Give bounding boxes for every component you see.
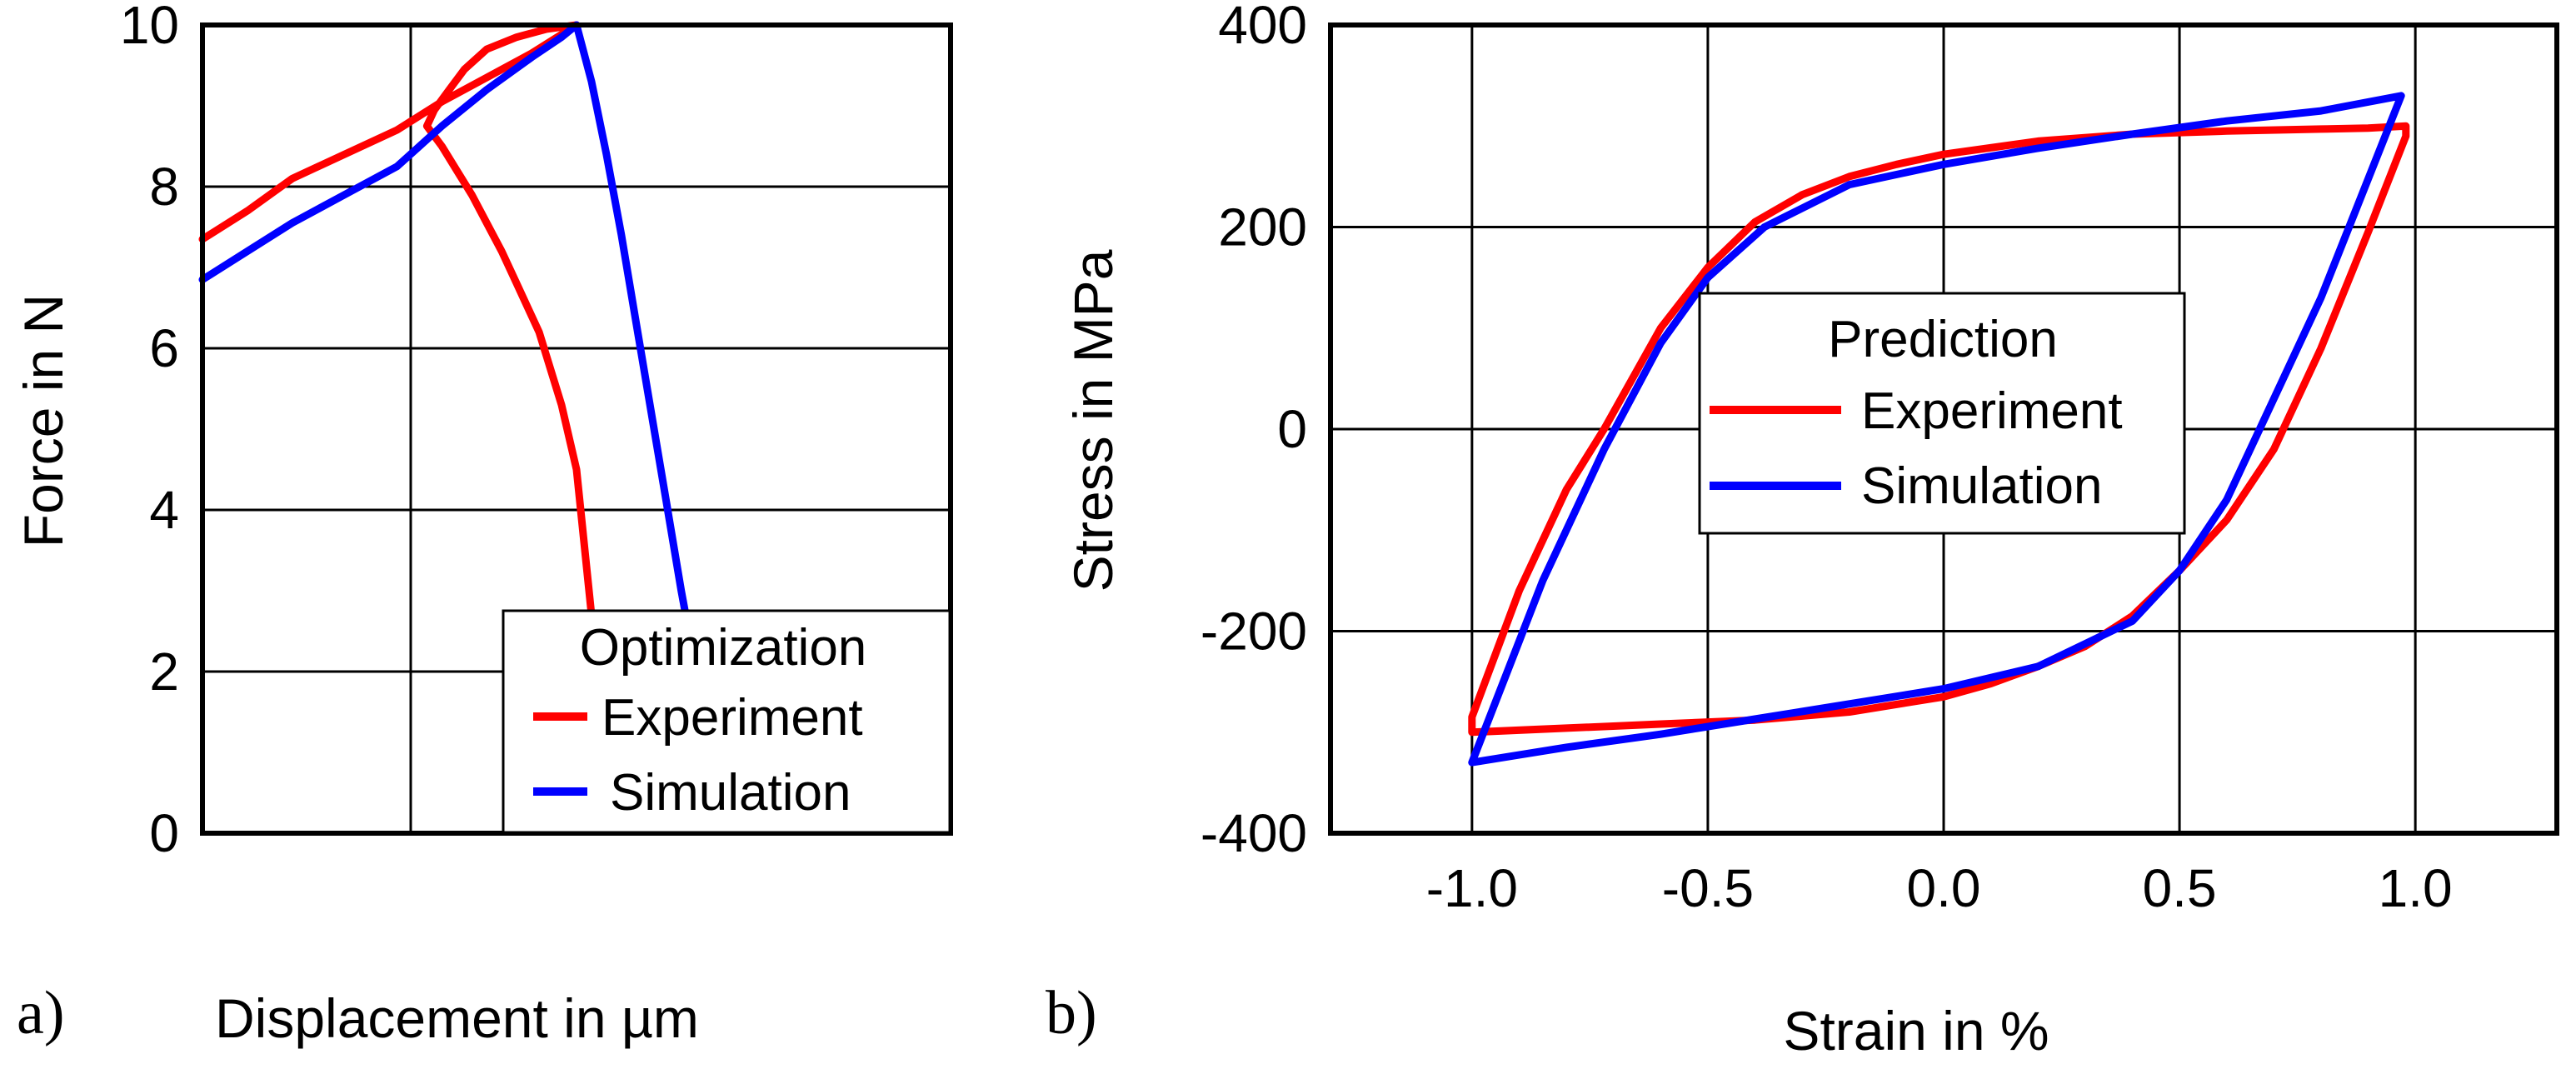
panel-b-x-tick-2: 0.0 [1907,858,1981,918]
panel-b-plot-frame [1328,22,2559,836]
panel-b-tag: b) [1046,979,1097,1047]
panel-b-series-simulation [1468,92,2405,767]
panel-a-legend-label-experiment: Experiment [602,689,863,747]
panel-b-y-tick-1: -200 [1201,602,1307,662]
panel-b-x-tick-1: -0.5 [1662,858,1754,918]
panel-b-x-tick-4: 1.0 [2379,858,2453,918]
panel-a-legend-title: Optimization [580,619,867,677]
panel-b-legend-label-experiment: Experiment [1861,382,2123,440]
panel-a-tag: a) [17,979,65,1047]
panel-a-series-simulation [198,21,731,768]
panel-a-y-tick-3: 6 [149,318,179,378]
panel-b-x-tick-3: 0.5 [2143,858,2217,918]
panel-a-y-tick-0: 0 [149,803,179,863]
panel-b-y-tick-4: 400 [1218,0,1307,55]
panel-b-y-tick-labels: -400 -200 0 200 400 [1201,0,1307,863]
panel-a-series [198,21,731,768]
panel-a-y-axis-label: Force in N [12,294,74,547]
panel-b-stress-strain: -400 -200 0 200 400 -1.0 -0.5 0.0 0.5 1.0 Predic… [1046,0,2559,1062]
panel-a-y-tick-5: 10 [120,0,179,55]
panel-b-legend-label-simulation: Simulation [1861,457,2102,515]
panel-b-x-tick-labels: -1.0 -0.5 0.0 0.5 1.0 [1426,858,2453,918]
panel-b-legend-title: Prediction [1828,311,2058,368]
panel-a-series-experiment [198,21,611,761]
panel-a-y-tick-4: 8 [149,157,179,217]
panel-a-legend-label-simulation: Simulation [610,764,851,822]
panel-b-x-axis-label: Strain in % [1783,1000,2049,1062]
panel-b-y-tick-2: 0 [1277,399,1307,459]
panel-a-legend: Optimization Experiment Simulation [502,609,951,834]
panel-a-y-tick-2: 4 [149,480,179,540]
panel-a-y-tick-labels: 0 2 4 6 8 10 [120,0,179,863]
panel-a-force-displacement: 0 2 4 6 8 10 Optimization Experiment Simulati… [12,0,953,1049]
panel-b-y-tick-3: 200 [1218,197,1307,257]
panel-b-legend: Prediction Experiment Simulation [1698,292,2186,535]
panel-b-y-axis-label: Stress in MPa [1062,249,1124,592]
panel-a-y-tick-1: 2 [149,642,179,702]
panel-a-x-axis-label: Displacement in µm [215,987,699,1049]
panel-b-series [1468,92,2410,767]
panel-b-x-tick-0: -1.0 [1426,858,1518,918]
panel-b-y-tick-0: -400 [1201,803,1307,863]
